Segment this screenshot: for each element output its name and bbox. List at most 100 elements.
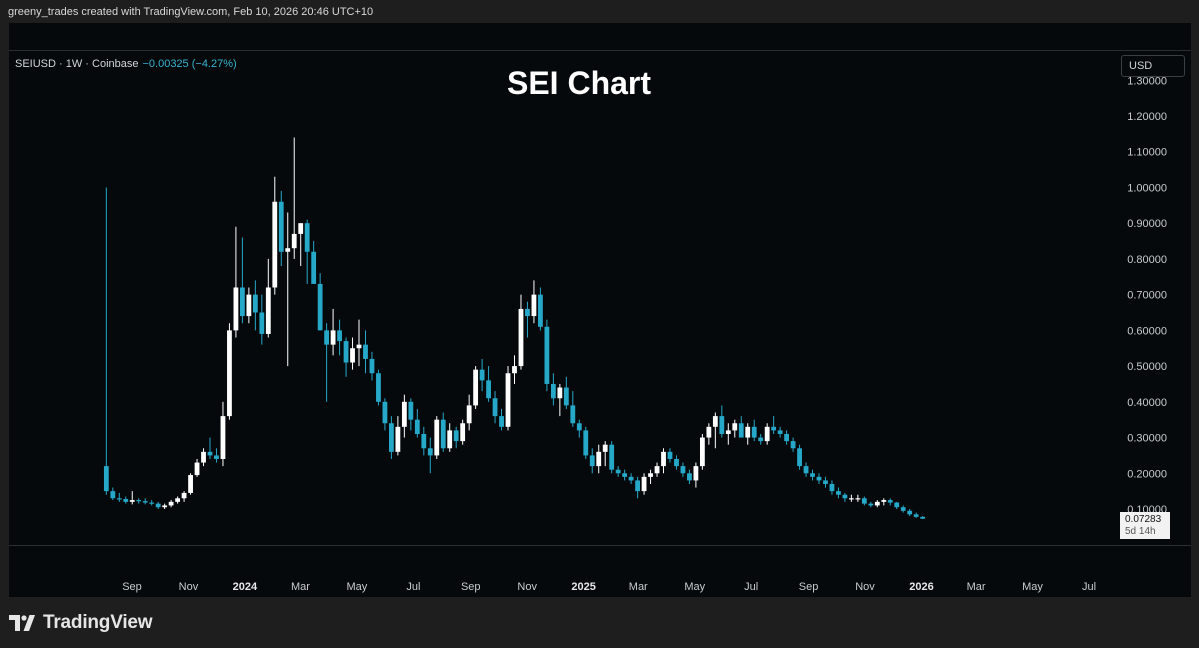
candle-body xyxy=(596,451,602,467)
candle xyxy=(784,430,790,445)
candle xyxy=(227,323,232,420)
candle-body xyxy=(641,476,647,492)
candle-body xyxy=(350,348,355,363)
candle xyxy=(829,480,835,495)
candle-body xyxy=(816,476,822,481)
candle xyxy=(894,501,900,509)
y-tick-label: 0.30000 xyxy=(1127,433,1167,445)
candle xyxy=(544,319,550,392)
symbol-info: SEIUSD · 1W · Coinbase −0.00325 (−4.27%) xyxy=(15,58,237,70)
candle xyxy=(188,473,193,495)
candle-body xyxy=(207,451,213,456)
tradingview-brand: TradingView xyxy=(43,612,153,633)
candle-body xyxy=(887,500,893,503)
candle xyxy=(389,416,394,459)
candle xyxy=(855,494,861,502)
candlestick-chart[interactable]: 0.100000.200000.300000.400000.500000.600… xyxy=(9,23,1191,597)
candle-body xyxy=(162,505,168,508)
candle-body xyxy=(622,473,628,477)
candle xyxy=(252,280,258,331)
candle-body xyxy=(272,201,278,288)
candle xyxy=(421,426,427,456)
candle-body xyxy=(116,498,122,500)
candle xyxy=(395,416,401,456)
candle-body xyxy=(142,501,148,503)
candle xyxy=(401,394,407,438)
candle xyxy=(596,444,602,474)
y-tick-label: 0.80000 xyxy=(1127,254,1167,266)
candle-body xyxy=(129,500,135,502)
candle xyxy=(324,323,330,402)
candle-body xyxy=(291,233,297,249)
candle xyxy=(246,287,252,324)
candle-body xyxy=(512,366,517,374)
x-tick-label: May xyxy=(1022,581,1043,593)
candle-body xyxy=(920,516,926,519)
candle-body xyxy=(544,326,550,384)
candle-body xyxy=(486,380,491,399)
candle xyxy=(103,187,109,495)
candle xyxy=(602,441,608,467)
candle-body xyxy=(194,462,200,476)
candle-body xyxy=(505,373,511,427)
chart-title: SEI Chart xyxy=(506,65,652,101)
y-tick-label: 1.10000 xyxy=(1127,147,1167,159)
y-tick-label: 0.70000 xyxy=(1127,290,1167,302)
candle-body xyxy=(460,423,466,442)
candle-body xyxy=(712,416,718,427)
candle xyxy=(920,516,926,520)
candle-body xyxy=(427,448,433,456)
y-tick-label: 0.20000 xyxy=(1127,468,1167,480)
candle-body xyxy=(771,426,777,431)
candle xyxy=(622,469,628,481)
chart-pane[interactable]: 0.10000 0.20000 0.30000 0.40000 0.50000 0.600… xyxy=(9,23,1191,597)
candle xyxy=(583,426,589,459)
candle-body xyxy=(155,503,161,508)
candle xyxy=(764,423,770,445)
candle xyxy=(265,258,271,338)
candle xyxy=(356,319,362,367)
candle xyxy=(907,509,913,517)
candle xyxy=(427,437,433,474)
x-tick-label: 2025 xyxy=(571,581,595,593)
candle-body xyxy=(317,283,323,331)
candle xyxy=(181,491,187,502)
candle-body xyxy=(499,416,504,427)
currency-button[interactable]: USD xyxy=(1121,55,1185,77)
candle xyxy=(745,423,751,445)
candle xyxy=(531,280,537,324)
candle xyxy=(116,492,122,502)
price-change: −0.00325 (−4.27%) xyxy=(142,58,237,70)
candle-body xyxy=(680,466,686,474)
candle xyxy=(155,501,161,509)
candle-body xyxy=(447,430,453,449)
candle xyxy=(615,466,621,477)
candle xyxy=(881,498,887,506)
candle-body xyxy=(829,483,835,492)
y-tick-label: 0.50000 xyxy=(1127,361,1167,373)
candle-body xyxy=(538,294,543,327)
candle-body xyxy=(136,500,142,502)
candle xyxy=(239,237,245,324)
candle xyxy=(220,401,226,467)
candle xyxy=(810,469,815,481)
candle-body xyxy=(110,491,116,499)
candle xyxy=(589,448,595,474)
candle xyxy=(563,376,569,409)
candle xyxy=(492,391,498,424)
candle xyxy=(259,294,265,345)
candle-body xyxy=(738,423,744,438)
candle-body xyxy=(214,455,219,459)
tradingview-logo[interactable]: TradingView xyxy=(9,610,153,636)
x-tick-label: Mar xyxy=(629,581,648,593)
candle xyxy=(505,366,511,431)
candle xyxy=(214,448,219,463)
bar-countdown: 5d 14h xyxy=(1125,526,1156,537)
candle xyxy=(129,491,135,505)
candle-body xyxy=(874,501,880,506)
x-tick-label: Jul xyxy=(744,581,758,593)
candle-body xyxy=(784,433,790,442)
candle xyxy=(337,319,342,356)
candle xyxy=(667,448,673,463)
candle xyxy=(628,473,634,484)
